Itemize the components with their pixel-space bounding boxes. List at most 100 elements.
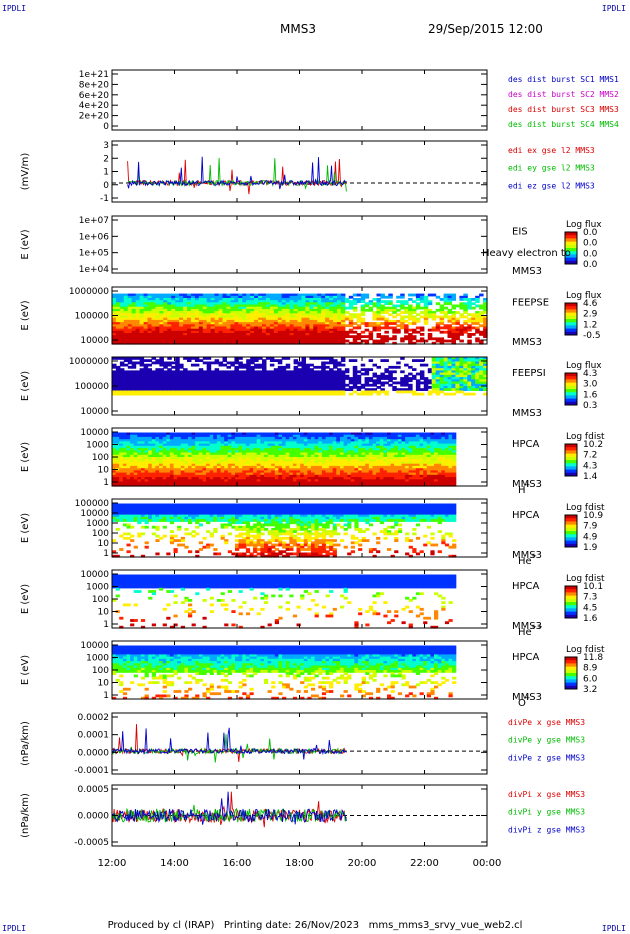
charts-4-cell bbox=[214, 379, 220, 383]
charts-4-cell bbox=[159, 357, 164, 360]
charts-3-cell bbox=[115, 341, 121, 345]
charts-5-cell bbox=[249, 448, 254, 451]
charts-5-cell bbox=[119, 472, 124, 476]
charts-3-cell bbox=[475, 322, 480, 325]
charts-3-cell bbox=[112, 337, 117, 341]
charts-5-cell bbox=[115, 454, 120, 458]
charts-5-cell bbox=[209, 470, 214, 474]
charts-4-cell bbox=[289, 374, 295, 378]
charts-3-cell bbox=[352, 339, 358, 343]
charts-4-cell bbox=[317, 357, 322, 360]
charts-4-cell bbox=[143, 386, 149, 389]
charts-3-cell bbox=[206, 317, 212, 321]
charts-3-cell bbox=[277, 326, 283, 330]
charts-3-cell bbox=[396, 300, 401, 303]
charts-5-cell bbox=[264, 477, 269, 480]
charts-4-cell bbox=[127, 359, 133, 362]
charts-4-cell bbox=[167, 392, 172, 396]
charts-5-cell bbox=[177, 452, 182, 456]
charts-5-cell bbox=[126, 432, 131, 436]
charts-5-cell bbox=[365, 436, 370, 440]
charts-4-cell bbox=[419, 392, 425, 396]
charts-5-cell bbox=[365, 481, 370, 485]
charts-5-cell bbox=[354, 463, 359, 467]
charts-5-cell bbox=[314, 477, 319, 480]
charts-5-cell bbox=[119, 436, 124, 440]
charts-5-cell bbox=[311, 450, 316, 454]
charts-3-cell bbox=[329, 324, 334, 328]
charts-5-cell bbox=[260, 452, 265, 456]
charts-5-cell bbox=[296, 436, 301, 440]
charts-4-cell bbox=[238, 370, 243, 374]
charts-3-cell bbox=[194, 328, 200, 332]
charts-3-cell bbox=[147, 311, 152, 314]
charts-5-cell bbox=[267, 454, 272, 458]
charts-5-cell bbox=[307, 448, 312, 451]
charts-4-cell bbox=[218, 386, 224, 389]
charts-3-cell bbox=[463, 328, 468, 332]
charts-5-cell bbox=[180, 472, 185, 476]
charts-5-cell bbox=[126, 434, 131, 438]
charts-3-cell bbox=[175, 328, 180, 332]
charts-3-cell bbox=[269, 319, 275, 323]
charts-3-cell bbox=[285, 300, 291, 303]
charts-5-cell bbox=[112, 454, 117, 458]
charts-4-cell bbox=[309, 374, 314, 378]
charts-4-cell bbox=[309, 388, 314, 391]
charts-5-cell bbox=[249, 477, 254, 480]
charts-5-cell bbox=[133, 459, 138, 462]
charts-4-cell bbox=[467, 372, 472, 376]
charts-4-cell bbox=[206, 381, 212, 385]
charts-5-cell bbox=[133, 436, 138, 440]
charts-4-cell bbox=[455, 372, 460, 376]
charts-3-cell bbox=[340, 326, 346, 330]
charts-3-cell bbox=[435, 328, 441, 332]
charts-4-cell bbox=[187, 357, 192, 360]
charts-4-cell bbox=[372, 390, 377, 394]
charts-4-cell bbox=[415, 388, 421, 391]
charts-3-cell bbox=[289, 293, 295, 297]
charts-5-cell bbox=[173, 441, 178, 445]
charts-5-cell bbox=[358, 441, 363, 445]
charts-5-cell bbox=[267, 483, 272, 487]
charts-5-cell bbox=[249, 465, 254, 469]
charts-5-cell bbox=[267, 472, 272, 476]
charts-3-cell bbox=[183, 313, 188, 317]
charts-3-cell bbox=[269, 328, 275, 332]
charts-3-cell bbox=[356, 319, 362, 323]
charts-5-cell bbox=[285, 461, 290, 465]
charts-5-cell bbox=[347, 448, 352, 451]
charts-4-cell bbox=[285, 377, 291, 380]
charts-3-cell bbox=[483, 319, 488, 323]
charts-4-cell bbox=[340, 370, 346, 374]
charts-5-cell bbox=[253, 457, 258, 460]
charts-3-cell bbox=[175, 326, 180, 330]
charts-4-cell bbox=[218, 388, 224, 391]
charts-5-cell bbox=[115, 481, 120, 485]
charts-4-cell bbox=[214, 392, 220, 396]
charts-4-cell bbox=[293, 379, 299, 383]
charts-4-colorbar-tick-0: 4.3 bbox=[583, 369, 597, 379]
charts-3-cell bbox=[175, 313, 180, 317]
charts-3-cell bbox=[412, 306, 417, 310]
charts-5-cell bbox=[249, 432, 254, 436]
charts-3-cell bbox=[246, 295, 251, 299]
charts-5-cell bbox=[130, 452, 135, 456]
charts-4-cell bbox=[206, 392, 212, 396]
charts-3-cell bbox=[123, 326, 129, 330]
charts-3-cell bbox=[431, 313, 437, 317]
charts-3-cell bbox=[360, 322, 366, 325]
charts-5-cell bbox=[122, 477, 128, 480]
charts-4-cell bbox=[258, 392, 263, 396]
charts-5-cell bbox=[227, 439, 232, 442]
charts-3-cell bbox=[368, 333, 374, 336]
charts-4-cell bbox=[297, 383, 302, 387]
charts-4-cell bbox=[297, 392, 302, 396]
charts-5-cell bbox=[119, 454, 124, 458]
charts-5-cell bbox=[361, 434, 366, 438]
charts-4-cell bbox=[340, 392, 346, 396]
charts-3-cell bbox=[333, 322, 338, 325]
charts-4-cell bbox=[388, 365, 393, 369]
charts-5-cell bbox=[220, 459, 225, 462]
charts-4-cell bbox=[123, 388, 129, 391]
